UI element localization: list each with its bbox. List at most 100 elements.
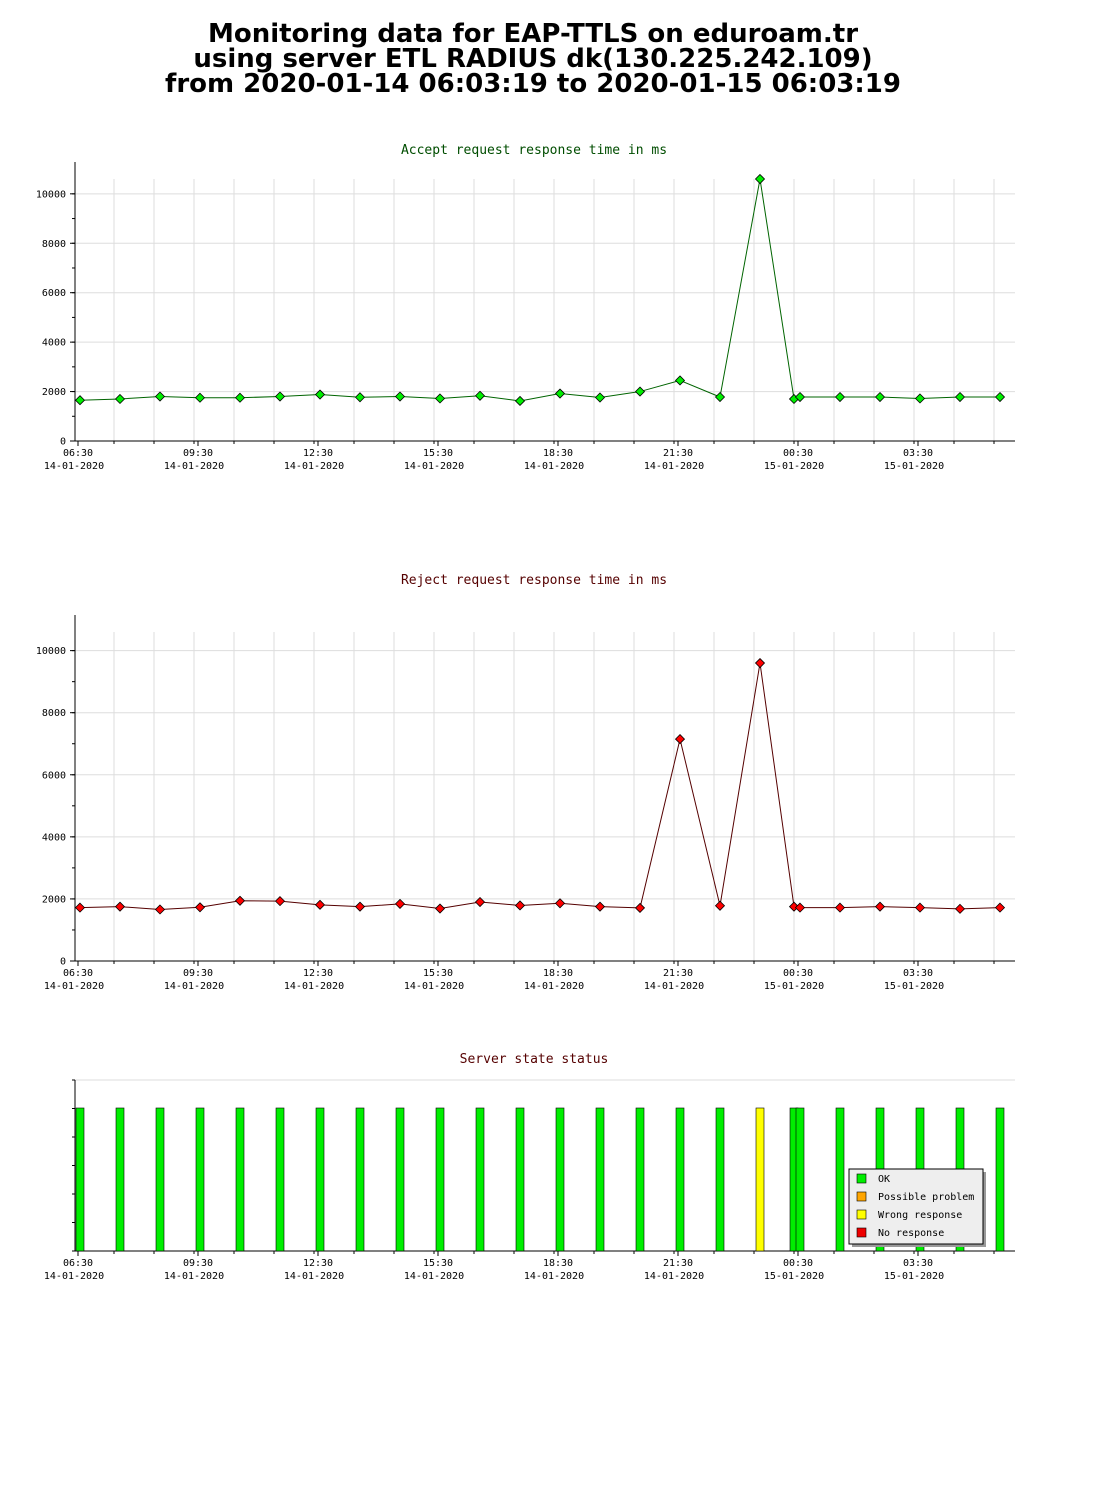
reject-chart-y-tick-label: 6000 [42,770,66,781]
status-bar [475,1107,485,1252]
accept-chart-x-tick-time: 03:30 [903,448,933,459]
accept-chart-point [434,393,446,404]
reject-chart-point [674,734,686,745]
reject-chart-point [914,902,926,913]
accept-chart-point [394,391,406,402]
reject-chart-series-line [79,662,1001,910]
status-chart-x-tick-date: 14-01-2020 [524,1271,584,1282]
accept-chart-x-tick-date: 14-01-2020 [284,461,344,472]
accept-chart-point [234,392,246,403]
status-legend-label: OK [878,1174,890,1185]
accept-chart-point [314,389,326,400]
status-bar [155,1107,165,1252]
status-legend-label: Wrong response [878,1210,962,1221]
accept-chart-point [954,391,966,403]
status-bar [115,1107,125,1252]
status-bar [355,1107,365,1252]
reject-chart-point [874,901,886,912]
reject-chart-y-tick-label: 10000 [36,646,66,657]
accept-chart-x-tick-time: 06:30 [63,448,93,459]
reject-chart-point [474,896,486,908]
reject-chart-point [794,902,806,913]
status-chart-title: Server state status [460,1052,609,1067]
status-chart-x-tick-date: 14-01-2020 [44,1271,104,1282]
reject-chart-point [394,898,406,909]
header-line-3: from 2020-01-14 06:03:19 to 2020-01-15 0… [165,69,901,99]
reject-chart-x-tick-date: 14-01-2020 [404,981,464,992]
status-chart: Server state status 06:30 14-01-2020 09:30 1… [44,1052,1015,1282]
status-bar [595,1107,605,1252]
reject-chart-x-tick-time: 18:30 [543,968,573,979]
reject-chart-point [954,903,966,914]
status-chart-x-tick-time: 09:30 [183,1258,213,1269]
status-chart-x-tick-date: 14-01-2020 [404,1271,464,1282]
accept-chart-point [634,386,646,397]
accept-chart-point [794,391,806,403]
accept-chart-point [834,391,846,403]
reject-chart-point [314,899,326,910]
accept-chart-x-tick-date: 14-01-2020 [164,461,224,472]
status-legend-swatch [856,1191,867,1202]
accept-chart-point [714,391,726,403]
status-bar [275,1107,285,1252]
accept-chart-point [994,391,1006,403]
status-chart-x-tick-time: 00:30 [783,1258,813,1269]
status-bar [435,1107,445,1252]
accept-chart: Accept request response time in ms 0 2000 4… [36,143,1015,472]
accept-chart-point [354,392,366,403]
reject-chart-x-tick-time: 09:30 [183,968,213,979]
status-bar [235,1107,245,1252]
reject-chart-y-tick-label: 8000 [42,708,66,719]
status-bar [835,1107,845,1252]
status-chart-x-tick-time: 06:30 [63,1258,93,1269]
reject-chart-x-tick-date: 14-01-2020 [44,981,104,992]
reject-chart-x-tick-time: 03:30 [903,968,933,979]
header-line-2: using server ETL RADIUS dk(130.225.242.1… [193,44,873,74]
reject-chart-point [514,900,526,911]
accept-chart-point [114,393,126,405]
status-legend-swatch [856,1227,867,1238]
accept-chart-y-tick-label: 6000 [42,288,66,299]
accept-chart-point [274,391,286,402]
status-bar [675,1107,685,1252]
status-bar [195,1107,205,1252]
status-chart-x-tick-time: 15:30 [423,1258,453,1269]
status-legend-swatch [856,1173,867,1184]
header-line-1: Monitoring data for EAP-TTLS on eduroam.… [207,19,859,49]
page-header: Monitoring data for EAP-TTLS on eduroam.… [0,19,1066,99]
accept-chart-point [74,395,86,406]
accept-chart-y-tick-label: 2000 [42,387,66,398]
reject-chart-x-tick-time: 12:30 [303,968,333,979]
status-bar [795,1107,805,1252]
status-chart-x-tick-date: 14-01-2020 [284,1271,344,1282]
reject-chart-point [714,900,726,911]
status-chart-x-tick-date: 14-01-2020 [644,1271,704,1282]
status-bar [395,1107,405,1252]
accept-chart-x-tick-date: 14-01-2020 [404,461,464,472]
reject-chart-x-tick-date: 15-01-2020 [884,981,944,992]
status-legend-swatch [856,1209,867,1220]
status-bar [515,1107,525,1252]
accept-chart-x-tick-time: 09:30 [183,448,213,459]
accept-chart-series-line [79,178,1000,402]
accept-chart-point [874,391,886,403]
status-bar [755,1107,765,1252]
reject-chart-x-tick-date: 14-01-2020 [164,981,224,992]
reject-chart-point [234,895,246,906]
status-chart-x-tick-time: 21:30 [663,1258,693,1269]
accept-chart-x-tick-date: 14-01-2020 [644,461,704,472]
reject-chart-point [594,901,606,912]
status-bar [315,1107,325,1252]
status-legend [848,1168,984,1245]
reject-chart-point [834,902,846,913]
status-bar [75,1107,85,1252]
status-chart-x-tick-date: 14-01-2020 [164,1271,224,1282]
reject-chart-x-tick-date: 14-01-2020 [284,981,344,992]
reject-chart-point [154,904,166,915]
reject-chart: Reject request response time in ms 0 2000 4… [36,573,1015,992]
accept-chart-x-tick-time: 12:30 [303,448,333,459]
reject-chart-y-tick-label: 2000 [42,894,66,905]
status-bar [995,1107,1005,1252]
accept-chart-y-tick-label: 0 [60,437,66,448]
accept-chart-x-tick-date: 15-01-2020 [884,461,944,472]
